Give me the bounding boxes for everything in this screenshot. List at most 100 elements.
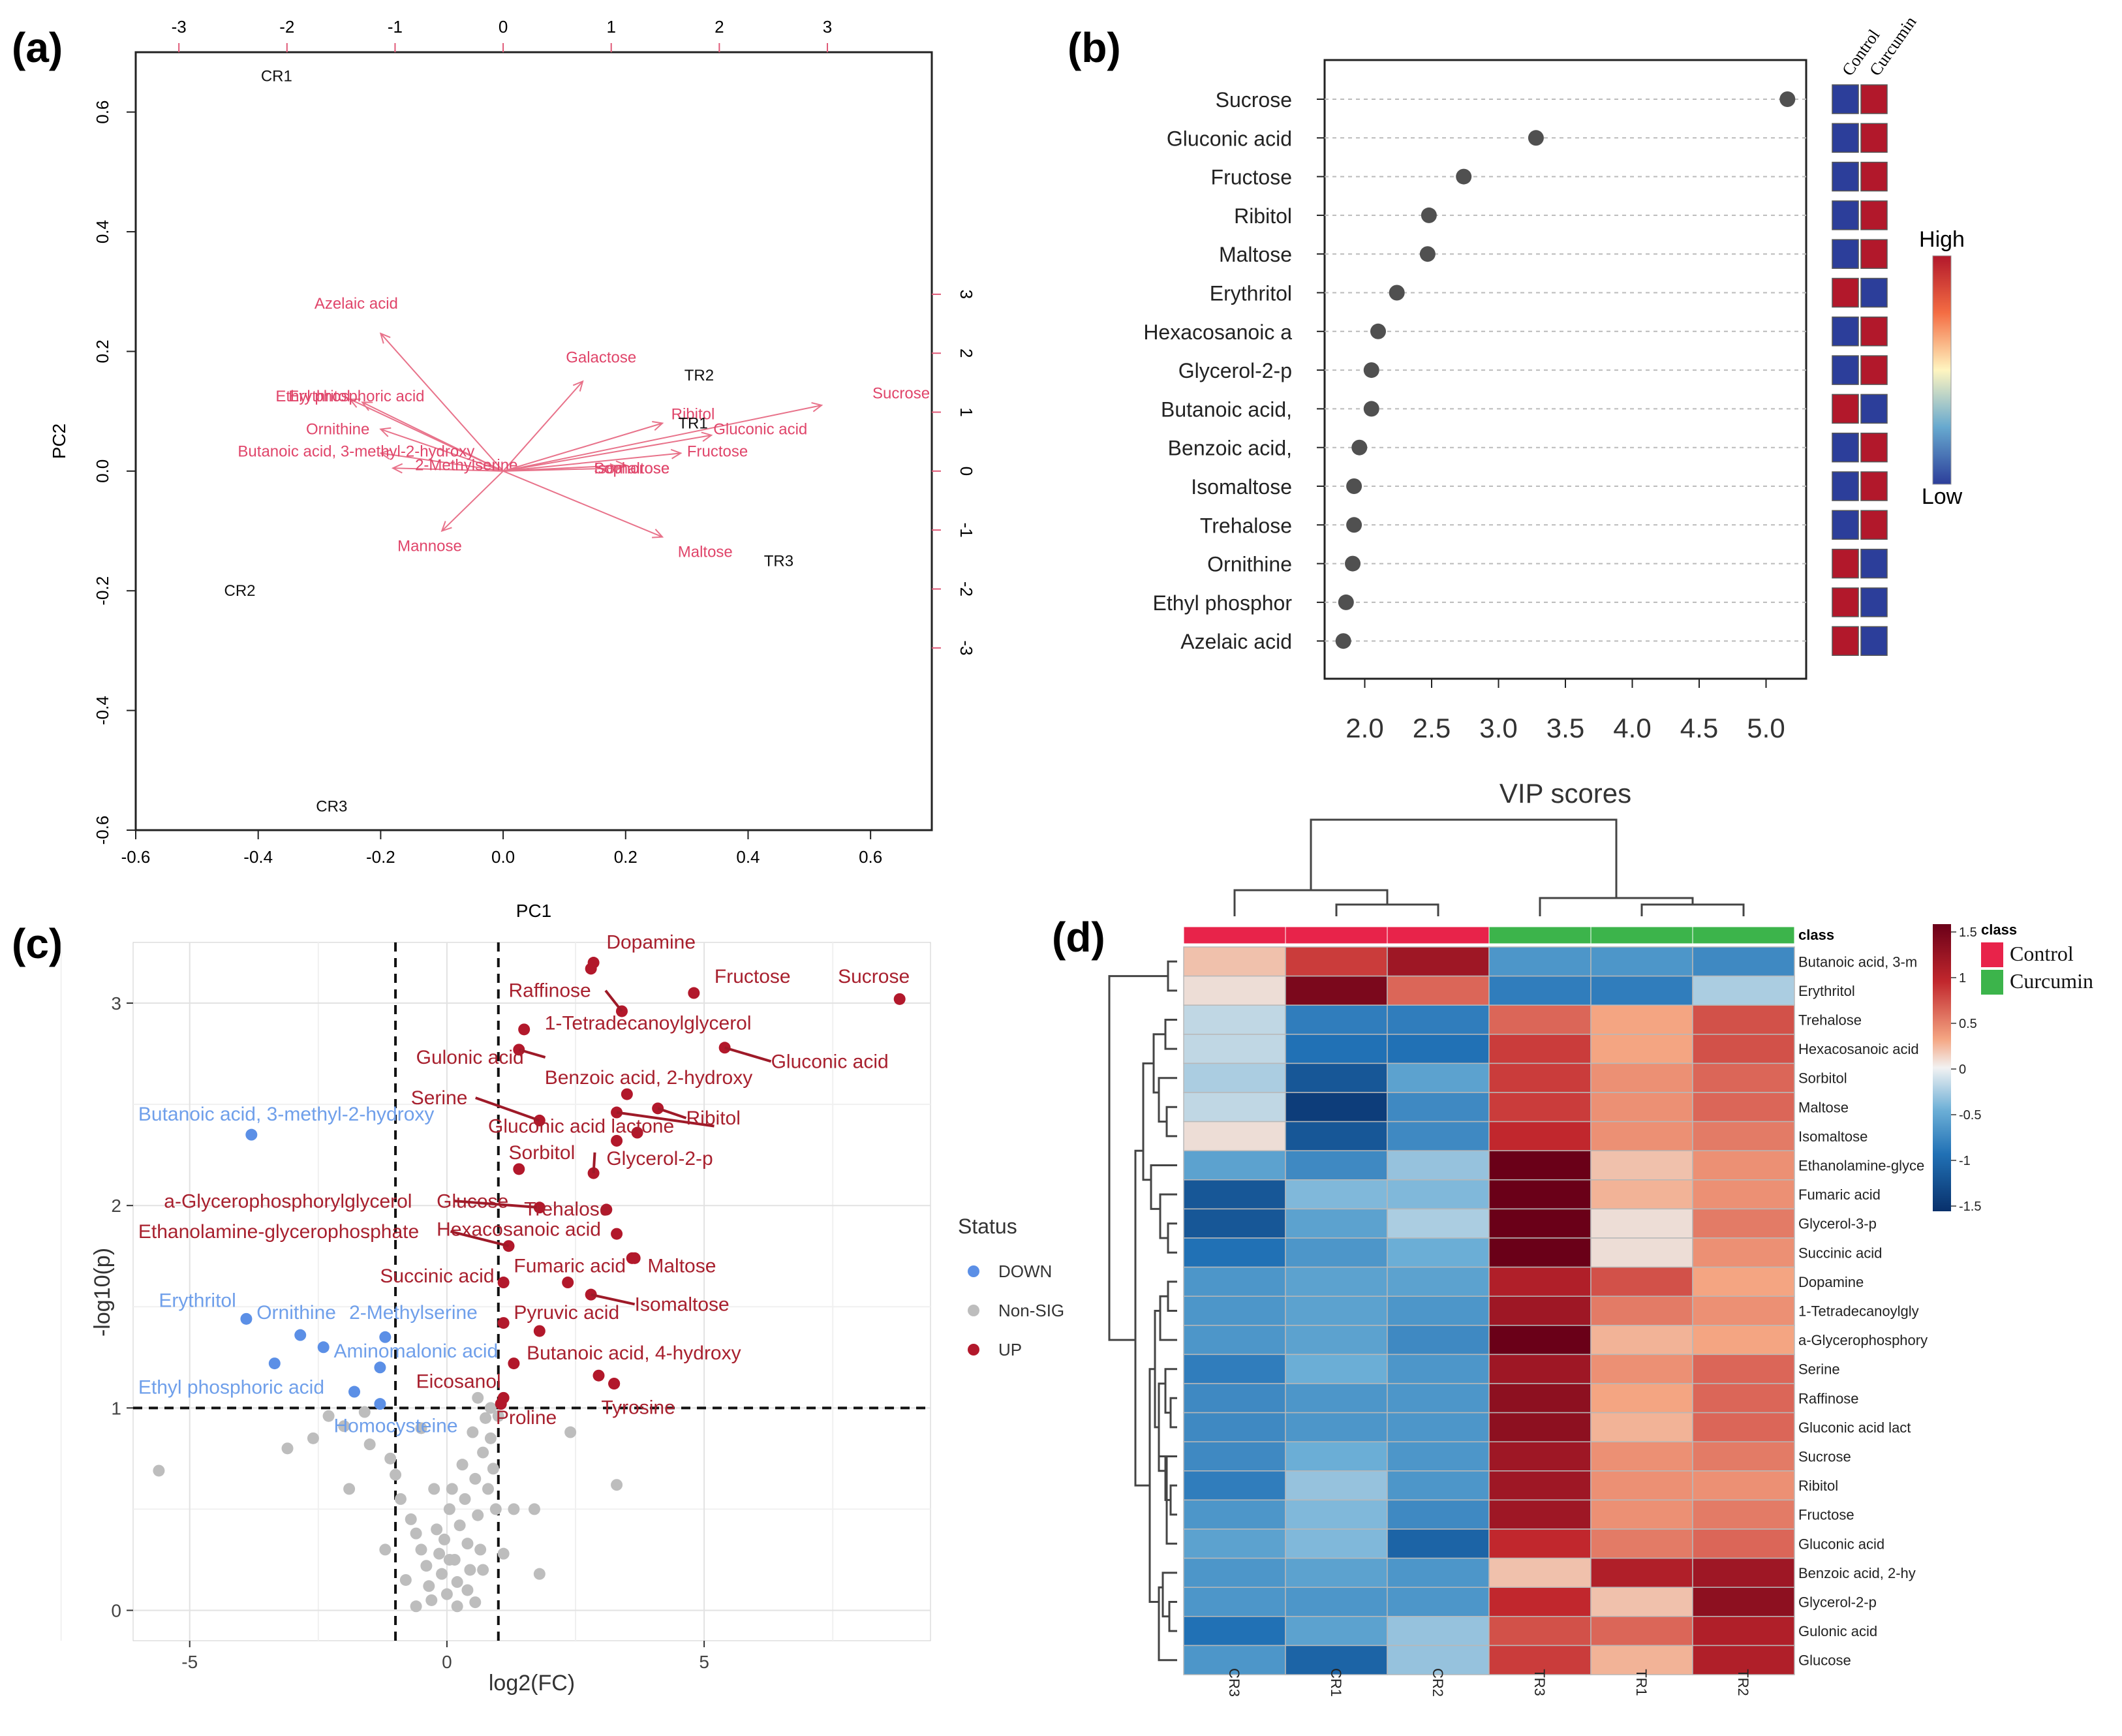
c-up-label: Pyruvic acid [514, 1302, 619, 1324]
d-row-dendro [1164, 1455, 1177, 1501]
b-x-tick-label: 5.0 [1747, 713, 1785, 743]
d-heat-cell [1488, 1616, 1592, 1647]
c-nonsig-point [443, 1503, 455, 1515]
c-down-point [348, 1386, 361, 1398]
d-heat-cell [1387, 975, 1490, 1006]
d-row-label: Succinic acid [1798, 1245, 1882, 1261]
d-column-label: TR1 [1633, 1669, 1650, 1696]
d-class-cell [1692, 926, 1795, 944]
d-heat-cell [1692, 1062, 1795, 1093]
panel-c-threshold-lines [133, 942, 930, 1641]
d-heat-cell [1488, 1121, 1592, 1151]
c-nonsig-point [338, 1420, 350, 1433]
d-heat-cell [1590, 1645, 1693, 1675]
d-row-dendro [1164, 1368, 1177, 1414]
d-heat-cell [1285, 1412, 1388, 1442]
b-control-cell [1832, 84, 1859, 114]
d-column-label: CR1 [1328, 1668, 1344, 1697]
d-heat-cell [1285, 946, 1388, 977]
d-scale-tick-label: -1 [1959, 1154, 1971, 1168]
c-up-label: Raffinose [509, 980, 591, 1002]
c-up-label: Trehalose [524, 1199, 610, 1220]
c-up-point [611, 1228, 623, 1240]
c-nonsig-point [322, 1410, 335, 1422]
d-class-cell [1590, 926, 1693, 944]
b-vip-point [1338, 594, 1354, 610]
c-nonsig-point [508, 1503, 520, 1515]
b-curcumin-cell [1860, 471, 1888, 501]
d-heat-cell [1183, 1179, 1286, 1210]
b-curcumin-cell [1860, 394, 1888, 424]
d-heat-cell [1488, 1470, 1592, 1501]
d-heat-cell [1183, 1062, 1286, 1093]
b-vip-point [1419, 246, 1436, 262]
d-heat-cell [1692, 1237, 1795, 1268]
c-up-point [628, 1252, 641, 1264]
b-control-cell [1832, 277, 1859, 308]
c-y-tick-label: 2 [111, 1196, 121, 1216]
b-curcumin-cell [1860, 432, 1888, 463]
d-row-dendro [1169, 1397, 1177, 1429]
d-heat-cell [1488, 1092, 1592, 1123]
c-down-label: Butanoic acid, 3-methyl-2-hydroxy [138, 1104, 435, 1125]
d-heat-cell [1488, 1266, 1592, 1297]
panel-d-dendrograms [1108, 818, 1745, 1662]
c-up-label: Sucrose [838, 966, 910, 987]
b-vip-point [1335, 633, 1351, 649]
b-feature-label: Fructose [1211, 166, 1292, 189]
d-heat-cell [1183, 1004, 1286, 1035]
b-vip-point [1345, 555, 1361, 572]
b-x-tick-label: 4.0 [1613, 713, 1651, 743]
d-row-dendro [1159, 1455, 1177, 1545]
c-nonsig-point [307, 1432, 319, 1444]
b-vip-point [1351, 439, 1368, 456]
a-arrow-head [440, 521, 452, 533]
d-row-label: Isomaltose [1798, 1128, 1868, 1145]
c-x-tick-label: 5 [699, 1652, 709, 1672]
d-row-label: Sorbitol [1798, 1070, 1847, 1087]
d-heat-cell [1183, 1208, 1286, 1239]
c-down-label: Homocysteine [333, 1416, 457, 1437]
d-heat-cell [1692, 1150, 1795, 1181]
d-column-label: CR3 [1226, 1668, 1242, 1697]
d-heat-cell [1488, 1499, 1592, 1530]
panel-d-heatmap-cells [1183, 946, 1795, 1675]
d-legend-swatch [1981, 970, 2003, 995]
c-nonsig-point [472, 1391, 484, 1404]
c-down-point [317, 1341, 330, 1354]
d-row-dendro [1142, 1062, 1154, 1181]
d-row-dendro [1169, 1484, 1177, 1516]
b-vip-point [1779, 91, 1796, 107]
a-loading-label: Sucrose [872, 385, 930, 403]
c-up-label: Fructose [715, 966, 791, 987]
d-heat-cell [1590, 1470, 1693, 1501]
c-down-point [245, 1128, 258, 1141]
c-nonsig-point [528, 1503, 540, 1515]
panel-b-x-label: VIP scores [1499, 778, 1631, 809]
c-nonsig-point [433, 1547, 446, 1560]
c-nonsig-point [363, 1438, 376, 1451]
d-row-dendro [1165, 1106, 1177, 1138]
d-heat-cell [1692, 1528, 1795, 1559]
d-heat-cell [1387, 1499, 1490, 1530]
d-heat-cell [1692, 1034, 1795, 1064]
c-nonsig-point [564, 1426, 577, 1438]
d-heat-cell [1692, 1295, 1795, 1326]
d-heat-cell [1285, 1616, 1388, 1647]
c-nonsig-point [480, 1412, 492, 1424]
d-scale-tick-label: 0.5 [1959, 1017, 1977, 1031]
d-heat-cell [1488, 1208, 1592, 1239]
a-top-tick-label: 3 [823, 17, 832, 37]
d-heat-cell [1183, 1557, 1286, 1588]
a-loading-arrow [502, 422, 663, 472]
panel-d-label: (d) [1052, 914, 1105, 961]
a-arrow-head [391, 463, 403, 474]
c-nonsig-point [467, 1426, 479, 1438]
a-loading-arrow [502, 380, 583, 472]
d-scale-tick-label: -1.5 [1959, 1200, 1981, 1214]
panel-d-legend-title: class [1981, 922, 2017, 938]
d-heat-cell [1387, 1470, 1490, 1501]
d-heat-cell [1692, 1499, 1795, 1530]
c-down-label: 2-Methylserine [349, 1302, 478, 1324]
panel-a-y-label: PC2 [49, 424, 69, 459]
